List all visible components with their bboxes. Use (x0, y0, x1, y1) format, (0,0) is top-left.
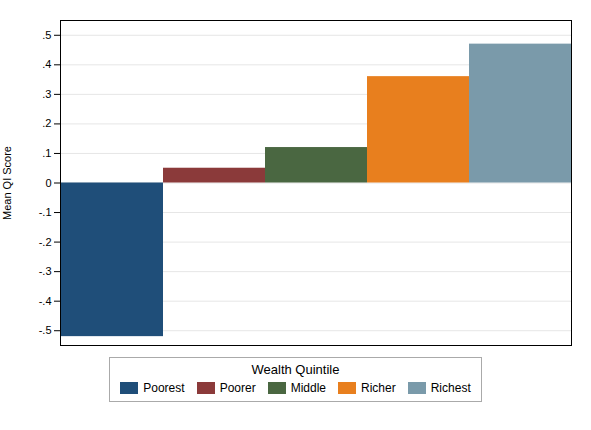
svg-text:Mean QI Score: Mean QI Score (1, 146, 13, 220)
svg-text:-.1: -.1 (39, 206, 52, 218)
html-text:Poorest: Poorest (143, 381, 185, 395)
html-text:Richer: Richer (361, 381, 396, 395)
svg-text:.1: .1 (42, 147, 51, 159)
svg-text:-.2: -.2 (39, 236, 52, 248)
svg-text:.4: .4 (42, 58, 51, 70)
svg-text:0: 0 (45, 177, 51, 189)
svg-text:-.3: -.3 (39, 265, 52, 277)
html-text:Richest: Richest (430, 381, 471, 395)
svg-text:.2: .2 (42, 117, 51, 129)
svg-text:-.5: -.5 (39, 324, 52, 336)
svg-text:-.4: -.4 (39, 295, 52, 307)
svg-text:.3: .3 (42, 88, 51, 100)
html-text:Middle: Middle (290, 381, 326, 395)
html-text:Wealth Quintile: Wealth Quintile (251, 362, 340, 377)
svg-text:.5: .5 (42, 29, 51, 41)
html-text:Poorer: Poorer (219, 381, 256, 395)
